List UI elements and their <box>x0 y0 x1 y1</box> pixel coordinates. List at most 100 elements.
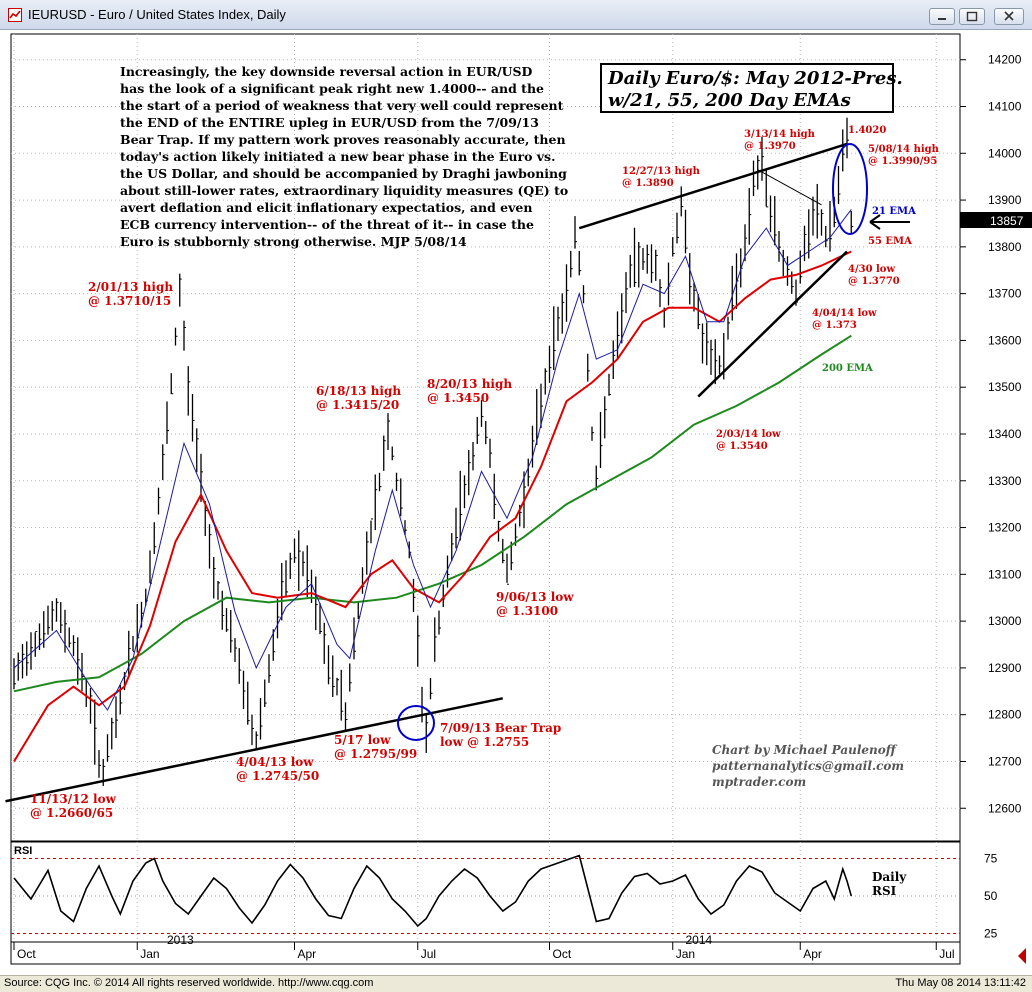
time-tick-label: Jul <box>421 947 436 961</box>
annotation-label: 1.4020 <box>848 125 886 136</box>
window-titlebar: IEURUSD - Euro / United States Index, Da… <box>0 0 1032 30</box>
year-label: 2014 <box>686 933 713 947</box>
price-tick-label: 12700 <box>988 754 1022 768</box>
price-tick-label: 13900 <box>988 193 1022 207</box>
annotation-label: 3/13/14 high <box>744 129 816 140</box>
annotation-label: 11/13/12 low <box>30 792 117 806</box>
trendline <box>5 697 504 803</box>
current-price-arrow <box>869 214 910 230</box>
minimize-icon <box>938 18 946 20</box>
commentary-line: avert deflation and elicit inflationary … <box>120 200 532 215</box>
rsi-grid: 75 50 25 <box>11 852 998 941</box>
rsi-label-line2: RSI <box>872 884 897 898</box>
ema200-line <box>13 334 852 693</box>
price-tick-label: 13500 <box>988 380 1022 394</box>
price-tick-label: 13600 <box>988 333 1022 347</box>
price-tick-label: 13700 <box>988 287 1022 301</box>
time-axis-frame <box>10 941 961 965</box>
annotation-label: 2/03/14 low <box>716 429 781 440</box>
annotation-value: @ 1.2660/65 <box>30 806 113 820</box>
price-tick-label: 13100 <box>988 567 1022 581</box>
price-tick-label: 14000 <box>988 146 1022 160</box>
chart-title-line2: w/21, 55, 200 Day EMAs <box>608 90 851 111</box>
close-button[interactable] <box>994 8 1024 25</box>
ema21-line <box>13 209 852 711</box>
price-tick-label: 13000 <box>988 614 1022 628</box>
time-tick-label: Oct <box>17 947 36 961</box>
annotation-value: @ 1.373 <box>812 320 857 331</box>
rsi-level-label: 75 <box>984 852 998 866</box>
price-tick-label: 14200 <box>988 53 1022 67</box>
commentary-line: the start of a period of weakness that v… <box>120 98 564 113</box>
price-tick-label: 13300 <box>988 474 1022 488</box>
trendlines <box>5 142 848 803</box>
rsi-title: RSI <box>14 845 32 857</box>
rsi-label-line1: Daily <box>872 870 907 884</box>
status-source: Source: CQG Inc. © 2014 All rights reser… <box>4 977 374 989</box>
annotation-value: @ 1.3415/20 <box>316 398 399 412</box>
ema55-line <box>13 250 852 763</box>
current-price-box <box>960 212 1032 228</box>
time-tick-label: Apr <box>298 947 317 961</box>
trendline <box>697 250 848 398</box>
credit-line2: patternanalytics@gmail.com <box>712 759 904 773</box>
annotation-label: 7/09/13 Bear Trap <box>440 721 561 735</box>
price-tick-label: 12900 <box>988 661 1022 675</box>
annotation-label: 200 EMA <box>822 363 873 374</box>
scroll-left-icon[interactable] <box>1018 948 1026 964</box>
commentary-line: Euro is stubbornly strong otherwise. MJP… <box>120 234 467 249</box>
annotation-label: 6/18/13 high <box>316 384 401 398</box>
annotation-label: 55 EMA <box>868 236 912 247</box>
annotation-label: 21 EMA <box>872 206 916 217</box>
annotation-value: low @ 1.2755 <box>440 735 529 749</box>
commentary-line: today's action likely initiated a new be… <box>120 149 555 164</box>
chart-area[interactable]: 75 50 25 12600 12700 12800 12900 13000 13100 132… <box>0 30 1032 975</box>
commentary-line: Bear Trap. If my pattern work proves rea… <box>120 132 566 147</box>
close-icon <box>1004 11 1014 21</box>
maximize-button[interactable] <box>959 8 985 25</box>
commentary-line: ECB currency intervention-- of the threa… <box>120 217 534 232</box>
annotation-label: 2/01/13 high <box>88 280 173 294</box>
rsi-panel-frame <box>10 841 961 943</box>
annotation-value: @ 1.3970 <box>744 141 796 152</box>
annotation-value: @ 1.3450 <box>427 391 489 405</box>
chart-title-line1: Daily Euro/$: May 2012-Pres. <box>607 68 903 89</box>
chart-title-box <box>600 63 894 113</box>
price-tick-label: 13200 <box>988 521 1022 535</box>
status-datetime: Thu May 08 2014 13:11:42 <box>895 977 1026 989</box>
price-tick-label: 12800 <box>988 708 1022 722</box>
window-title: IEURUSD - Euro / United States Index, Da… <box>28 7 286 22</box>
peak-ellipse <box>832 143 868 235</box>
annotation-value: @ 1.2795/99 <box>334 747 417 761</box>
price-chart[interactable]: 75 50 25 12600 12700 12800 12900 13000 13100 132… <box>0 30 1032 975</box>
annotation-value: @ 1.3890 <box>622 178 674 189</box>
time-tick-label: Jul <box>939 947 954 961</box>
annotation-label: 4/04/13 low <box>236 755 314 769</box>
time-axis: Oct Jan Apr Jul Oct Jan Apr Jul 2013 2014 <box>13 933 955 961</box>
trendline <box>578 142 848 230</box>
current-price-label: 13857 <box>990 214 1024 228</box>
maximize-icon <box>966 11 978 22</box>
annotation-label: 8/20/13 high <box>427 377 512 391</box>
commentary-line: the US Dollar, and should be accompanied… <box>120 166 567 181</box>
chart-app-icon <box>8 8 22 22</box>
annotation-label: 4/30 low <box>848 264 895 275</box>
rsi-level-label: 25 <box>984 927 998 941</box>
price-bars <box>13 117 854 786</box>
rsi-line <box>13 854 853 928</box>
annotation-label: 5/17 low <box>334 733 391 747</box>
credit-line1: Chart by Michael Paulenoff <box>712 743 898 757</box>
commentary-line: the END of the ENTIRE upleg in EUR/USD f… <box>120 115 539 130</box>
time-tick-label: Oct <box>553 947 572 961</box>
price-tick-label: 14100 <box>988 100 1022 114</box>
grid <box>11 34 960 942</box>
annotation-label: 9/06/13 low <box>496 590 574 604</box>
minimize-button[interactable] <box>929 8 955 25</box>
year-label: 2013 <box>167 933 194 947</box>
commentary-line: Increasingly, the key downside reversal … <box>120 64 533 79</box>
price-tick-label: 12600 <box>988 801 1022 815</box>
annotation-value: @ 1.2745/50 <box>236 769 319 783</box>
annotation-label: 12/27/13 high <box>622 166 701 177</box>
rsi-level-label: 50 <box>984 889 998 903</box>
